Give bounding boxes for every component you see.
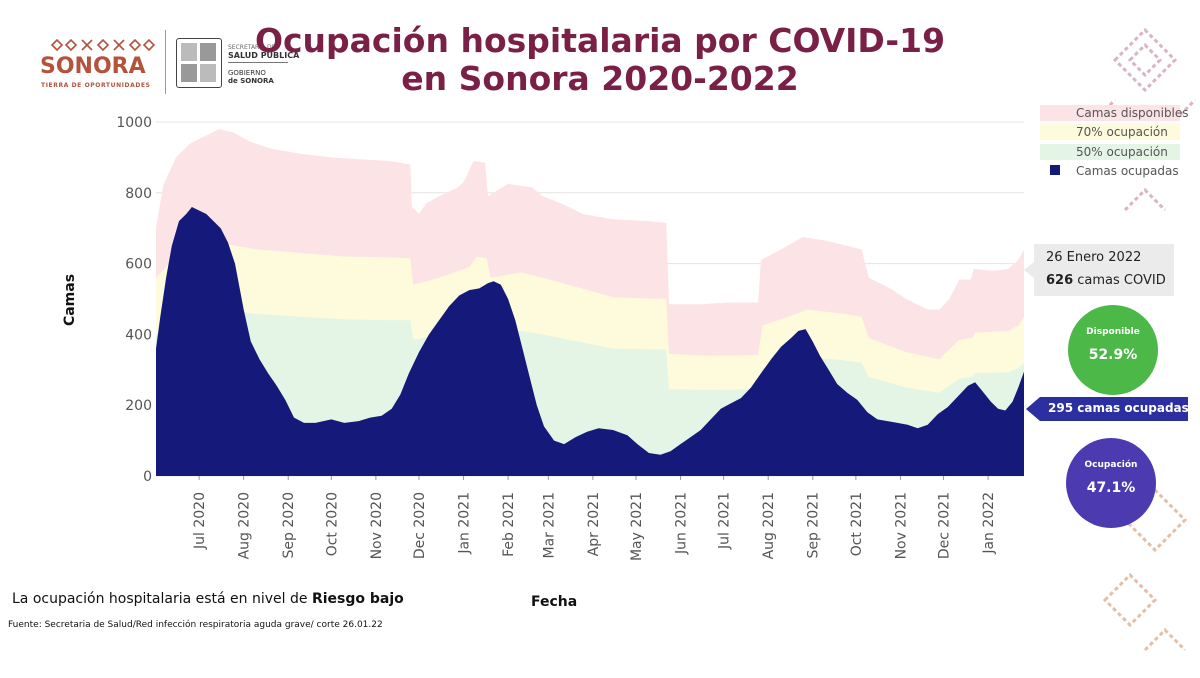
x-tick-label-1: Aug 2020 <box>237 492 253 559</box>
chart-areas <box>156 129 1024 476</box>
gov-line-1: SECRETARÍA DE <box>228 44 276 51</box>
y-tick-label-0: 0 <box>143 469 152 485</box>
logo-divider <box>165 30 166 94</box>
x-tick-label-14: Sep 2021 <box>806 492 822 558</box>
occupied-beds-text: 295 camas ocupadas <box>1048 401 1189 415</box>
x-tick-label-4: Nov 2020 <box>369 492 385 559</box>
available-indicator: Disponible 52.9% <box>1068 305 1158 395</box>
callout-number: 626 <box>1046 273 1074 288</box>
x-tick-label-3: Oct 2020 <box>324 492 340 556</box>
occupancy-indicator: Ocupación 47.1% <box>1066 438 1156 528</box>
y-tick-label-400: 400 <box>125 327 152 343</box>
page-title-line-1: Ocupación hospitalaria por COVID-19 <box>254 21 946 60</box>
y-tick-label-200: 200 <box>125 398 152 414</box>
callout-suffix: camas COVID <box>1073 273 1166 288</box>
x-tick-label-18: Jan 2022 <box>981 492 997 555</box>
legend-swatch-0 <box>1040 105 1180 121</box>
x-tick-label-9: Apr 2021 <box>586 492 602 556</box>
y-tick-label-600: 600 <box>125 257 152 273</box>
legend-label-1: 70% ocupación <box>1076 125 1168 139</box>
x-tick-label-0: Jul 2020 <box>192 492 208 550</box>
page-title-line-2: en Sonora 2020-2022 <box>401 59 799 98</box>
x-tick-label-2: Sep 2020 <box>281 492 297 558</box>
risk-level: Riesgo bajo <box>311 591 404 607</box>
x-tick-label-7: Feb 2021 <box>501 492 517 557</box>
risk-statement: La ocupación hospitalaria está en nivel … <box>12 591 404 607</box>
x-tick-label-15: Oct 2021 <box>849 492 865 556</box>
callout-value: 626 camas COVID <box>1046 273 1166 288</box>
legend-label-2: 50% ocupación <box>1076 145 1168 159</box>
available-label: Disponible <box>1086 327 1140 337</box>
legend-swatch-3 <box>1050 165 1060 175</box>
x-tick-label-5: Dec 2020 <box>412 492 428 559</box>
chart-legend: Camas disponibles 70% ocupación 50% ocupac… <box>1040 105 1189 178</box>
x-tick-label-6: Jan 2021 <box>457 492 473 555</box>
x-tick-label-8: Mar 2021 <box>541 492 557 559</box>
series-area-3 <box>156 207 1024 476</box>
latest-callout: 26 Enero 2022 626 camas COVID <box>1024 244 1174 296</box>
x-axis: Jul 2020 Aug 2020 Sep 2020 Oct 2020 Nov 2020… <box>192 476 997 561</box>
gov-line-2: SALUD PÚBLICA <box>228 51 300 60</box>
x-axis-label: Fecha <box>531 594 578 610</box>
legend-swatch-2 <box>1040 144 1180 160</box>
government-logo-text: SECRETARÍA DE SALUD PÚBLICA GOBIERNO de … <box>228 44 318 85</box>
y-tick-label-1000: 1000 <box>116 115 152 131</box>
x-tick-label-12: Jul 2021 <box>717 492 733 550</box>
x-tick-label-11: Jun 2021 <box>674 492 690 555</box>
gov-line-4: de SONORA <box>228 77 274 85</box>
gov-rule <box>228 62 288 63</box>
sonora-logo: SONORA TIERRA DE OPORTUNIDADES <box>38 32 160 96</box>
occupied-beds-badge: 295 camas ocupadas <box>1026 397 1189 421</box>
x-tick-label-10: May 2021 <box>629 492 645 561</box>
sonora-logo-pattern-icon <box>50 38 156 52</box>
callout-date: 26 Enero 2022 <box>1046 250 1142 265</box>
y-tick-label-800: 800 <box>125 186 152 202</box>
source-note: Fuente: Secretaria de Salud/Red infecció… <box>8 620 383 630</box>
legend-swatch-1 <box>1040 124 1180 140</box>
risk-prefix: La ocupación hospitalaria está en nivel … <box>12 591 312 607</box>
y-axis: 0 200 400 600 800 1000 <box>116 115 152 485</box>
sonora-logo-word: SONORA <box>40 54 146 79</box>
gov-line-3: GOBIERNO <box>228 69 266 77</box>
legend-label-3: Camas ocupadas <box>1076 164 1179 178</box>
available-value: 52.9% <box>1088 347 1138 363</box>
occupancy-label: Ocupación <box>1084 460 1138 470</box>
occupancy-value: 47.1% <box>1086 480 1136 496</box>
legend-label-0: Camas disponibles <box>1076 106 1189 120</box>
government-seal-icon <box>176 38 222 88</box>
x-tick-label-13: Aug 2021 <box>761 492 777 559</box>
x-tick-label-17: Dec 2021 <box>937 492 953 559</box>
y-axis-label: Camas <box>62 274 78 326</box>
sonora-logo-tagline: TIERRA DE OPORTUNIDADES <box>41 82 151 89</box>
x-tick-label-16: Nov 2021 <box>893 492 909 559</box>
